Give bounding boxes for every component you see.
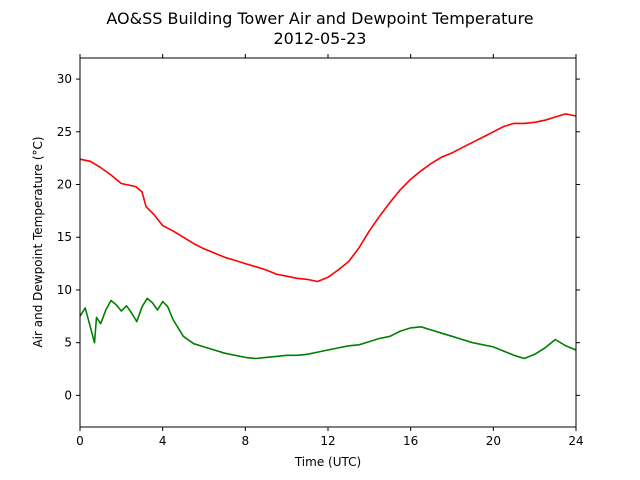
y-tick-label: 15 xyxy=(57,230,72,244)
series-layer xyxy=(79,113,577,360)
y-tick-label: 30 xyxy=(57,72,72,86)
x-tick-label: 16 xyxy=(403,434,418,448)
dewpoint-temperature-line xyxy=(79,297,577,360)
chart-subtitle: 2012-05-23 xyxy=(274,29,367,48)
x-tick-label: 12 xyxy=(320,434,335,448)
chart-title: AO&SS Building Tower Air and Dewpoint Te… xyxy=(106,9,533,28)
x-tick-label: 24 xyxy=(568,434,583,448)
ticks-layer: 0 4 8 12 16 20 24 0 5 10 15 20 25 30 xyxy=(57,54,584,448)
x-axis-label: Time (UTC) xyxy=(294,455,361,469)
plot-frame xyxy=(79,57,577,428)
x-tick-label: 20 xyxy=(486,434,501,448)
y-tick-label: 20 xyxy=(57,178,72,192)
air-temperature-line xyxy=(79,113,577,283)
y-axis-label: Air and Dewpoint Temperature (°C) xyxy=(31,136,45,347)
y-tick-label: 25 xyxy=(57,125,72,139)
x-tick-label: 0 xyxy=(76,434,84,448)
y-tick-label: 10 xyxy=(57,283,72,297)
y-tick-label: 5 xyxy=(64,336,72,350)
x-tick-label: 4 xyxy=(159,434,167,448)
y-tick-label: 0 xyxy=(64,388,72,402)
x-tick-label: 8 xyxy=(242,434,250,448)
